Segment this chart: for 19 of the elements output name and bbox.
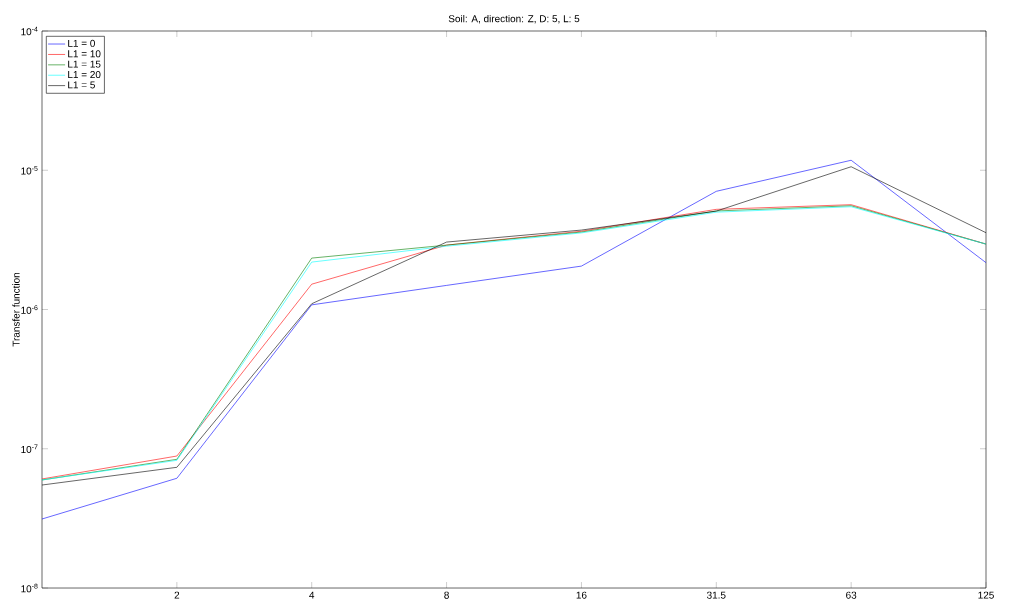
x-tick-label: 8 <box>444 591 449 599</box>
legend-label: L1 = 20 <box>68 71 101 79</box>
legend-label: L1 = 0 <box>68 39 95 47</box>
x-tick-label: 16 <box>576 591 587 599</box>
x-tick-label: 63 <box>846 591 857 599</box>
x-tick-label: 2 <box>174 591 180 599</box>
y-tick-label: 10$^{-8}$ <box>21 583 38 593</box>
x-tick-label: 31.5 <box>706 591 726 599</box>
y-tick-label: 10$^{-6}$ <box>21 305 38 314</box>
y-tick-label: 10$^{-7}$ <box>21 444 38 454</box>
y-tick-label: 10$^{-5}$ <box>21 166 38 175</box>
y-axis-title: Transfer function <box>12 272 20 347</box>
x-tick-label: 4 <box>309 591 315 599</box>
legend-label: L1 = 10 <box>68 50 101 58</box>
chart-title: Soil: A, direction: Z, D: 5, L: 5 <box>448 14 580 24</box>
legend-label: L1 = 15 <box>68 60 101 68</box>
legend-label: L1 = 5 <box>68 81 95 89</box>
y-tick-label: 10$^{-4}$ <box>21 26 38 36</box>
x-tick-label: 125 <box>978 591 994 599</box>
